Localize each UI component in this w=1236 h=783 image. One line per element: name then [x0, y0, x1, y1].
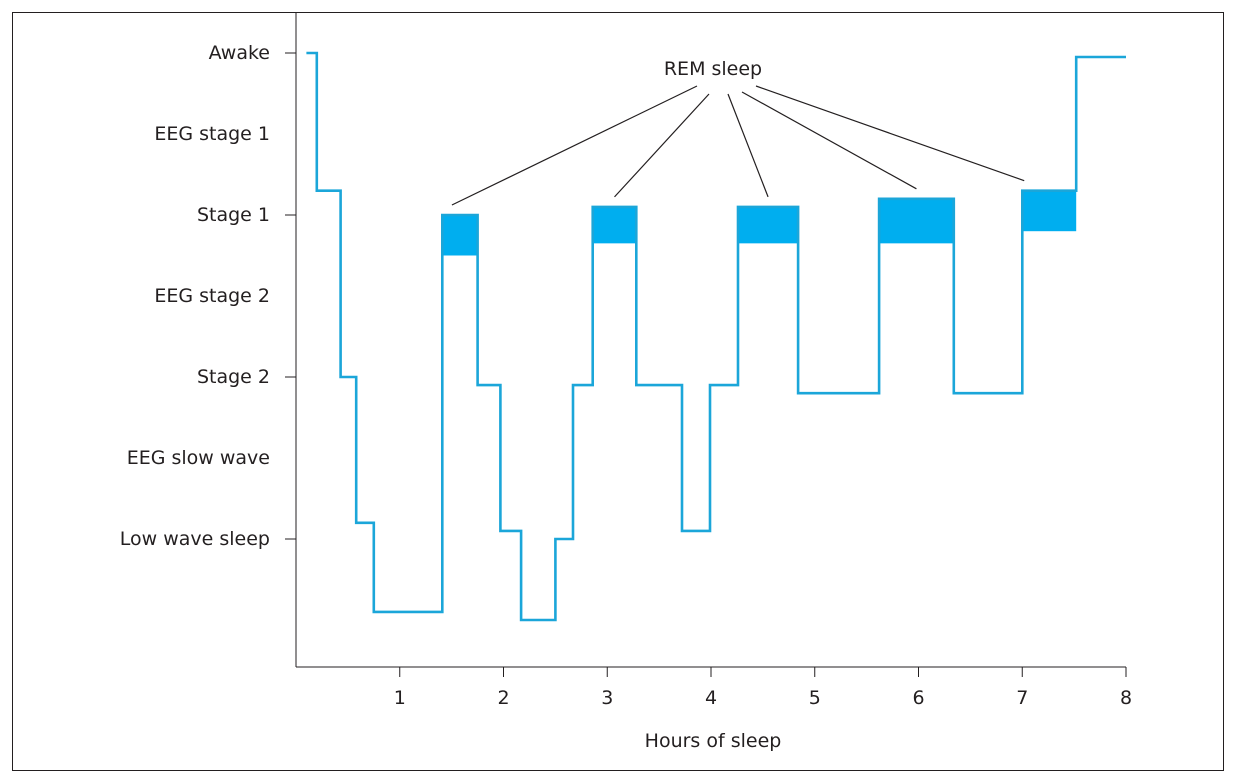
y-tick-label: Low wave sleep: [120, 528, 270, 550]
figure-frame: Awake EEG stage 1 Stage 1 EEG stage 2 Stage …: [12, 12, 1224, 771]
rem-period-block: [1022, 190, 1077, 232]
rem-period-block: [442, 215, 478, 256]
annotation-layer: REM sleep: [451, 58, 1025, 206]
rem-period-block: [737, 206, 799, 244]
series-layer: [306, 51, 1126, 622]
x-tick-label: 2: [497, 687, 509, 709]
x-tick-label: 8: [1120, 687, 1132, 709]
y-tick-label: Stage 2: [197, 366, 270, 388]
y-axis-labels: Awake EEG stage 1 Stage 1 EEG stage 2 Stage …: [120, 42, 270, 550]
annotation-leader-line: [614, 93, 710, 198]
x-tick-label: 7: [1016, 687, 1028, 709]
annotation-leader-line: [451, 85, 698, 206]
x-axis-title: Hours of sleep: [645, 730, 782, 752]
annotation-label: REM sleep: [664, 58, 762, 80]
x-tick-label: 6: [912, 687, 924, 709]
y-tick-label: EEG slow wave: [127, 447, 270, 469]
y-tick-label: Stage 1: [197, 204, 270, 226]
y-tick-label: Awake: [209, 42, 270, 64]
y-tick-label: EEG stage 1: [154, 123, 270, 145]
hypnogram-line: [306, 51, 1126, 622]
x-tick-label: 4: [705, 687, 717, 709]
rem-period-block: [879, 198, 954, 244]
x-tick-label: 3: [601, 687, 613, 709]
rem-period-block: [592, 206, 637, 244]
x-tick-label: 1: [394, 687, 406, 709]
annotation-leader-line: [755, 85, 1025, 182]
annotation-leader-line: [727, 93, 769, 198]
axes: [285, 13, 1127, 677]
y-tick-label: EEG stage 2: [154, 285, 270, 307]
rem-periods: [442, 190, 1077, 256]
annotation-leader-line: [741, 91, 917, 190]
sleep-hypnogram-chart: Awake EEG stage 1 Stage 1 EEG stage 2 Stage …: [120, 13, 1132, 752]
x-tick-label: 5: [809, 687, 821, 709]
x-axis-tick-labels: 1 2 3 4 5 6 7 8: [394, 687, 1132, 709]
